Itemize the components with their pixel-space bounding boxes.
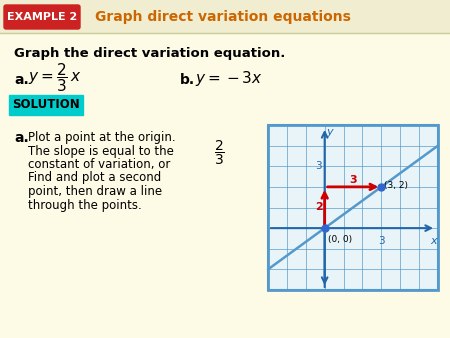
Text: The slope is equal to the: The slope is equal to the	[28, 145, 174, 158]
Text: 2: 2	[315, 202, 323, 213]
Text: a.: a.	[14, 131, 29, 145]
FancyBboxPatch shape	[268, 125, 438, 290]
Text: Graph the direct variation equation.: Graph the direct variation equation.	[14, 47, 285, 59]
Text: SOLUTION: SOLUTION	[12, 98, 80, 112]
Text: EXAMPLE 2: EXAMPLE 2	[7, 12, 77, 22]
Text: 3: 3	[315, 161, 322, 171]
Text: Graph direct variation equations: Graph direct variation equations	[95, 10, 351, 24]
Text: y: y	[327, 127, 333, 137]
Text: 3: 3	[349, 175, 357, 185]
FancyBboxPatch shape	[0, 0, 450, 33]
Text: Plot a point at the origin.: Plot a point at the origin.	[28, 131, 176, 144]
Text: point, then draw a line: point, then draw a line	[28, 185, 162, 198]
Text: x: x	[430, 236, 437, 246]
Text: (3, 2): (3, 2)	[384, 182, 408, 190]
Text: $\dfrac{2}{3}$: $\dfrac{2}{3}$	[214, 139, 225, 167]
Text: b.: b.	[180, 73, 195, 87]
Text: Find and plot a second: Find and plot a second	[28, 171, 161, 185]
FancyBboxPatch shape	[9, 95, 83, 115]
Text: constant of variation, or: constant of variation, or	[28, 158, 171, 171]
FancyBboxPatch shape	[4, 5, 80, 29]
Text: a.: a.	[14, 73, 29, 87]
Text: through the points.: through the points.	[28, 198, 142, 212]
Text: 3: 3	[378, 236, 385, 246]
Text: (0, 0): (0, 0)	[328, 235, 352, 244]
Text: $y = \dfrac{2}{3}\,x$: $y = \dfrac{2}{3}\,x$	[28, 62, 81, 94]
Text: $y = -3x$: $y = -3x$	[195, 69, 263, 88]
